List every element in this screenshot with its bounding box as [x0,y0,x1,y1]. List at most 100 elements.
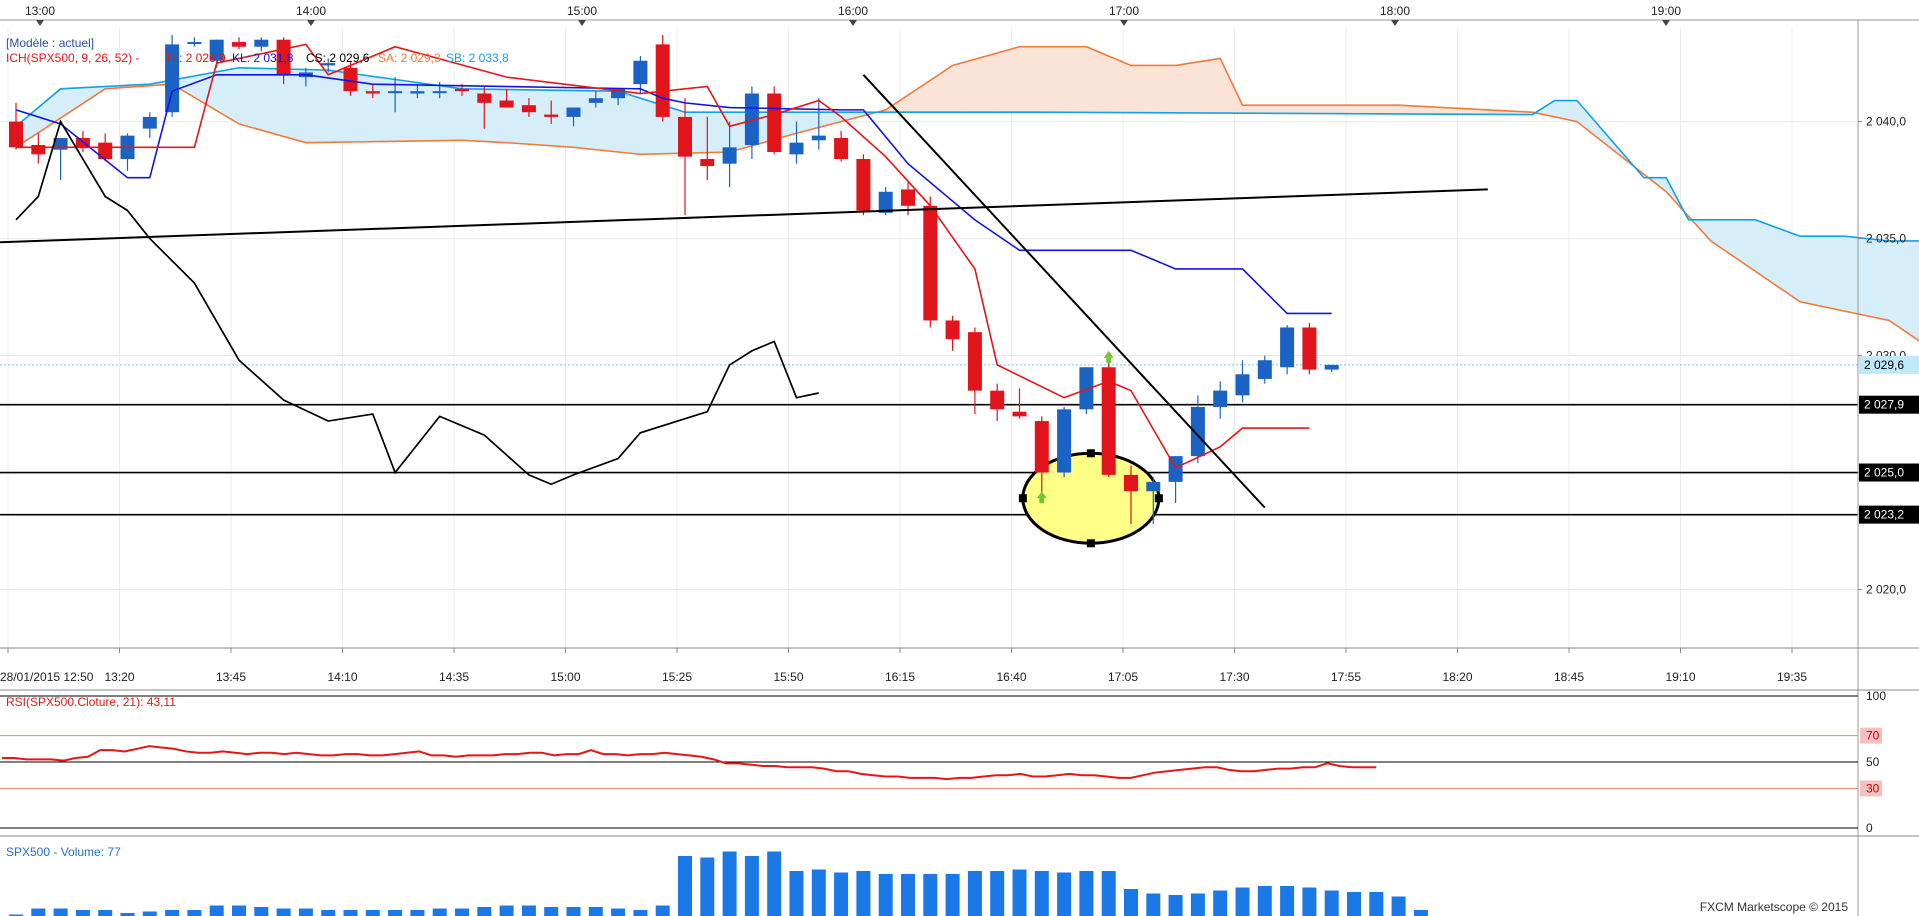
candle-bullish[interactable] [1146,481,1161,492]
volume-bar [967,871,982,916]
kumo-cloud-fill [1888,240,1901,329]
volume-bar [834,872,849,916]
bottom-time-label: 18:45 [1554,670,1584,684]
kumo-cloud-fill [405,80,418,142]
candle-bearish[interactable] [1124,474,1138,492]
senkou-span-a-line [15,66,1919,242]
candle-bullish[interactable] [53,137,68,150]
kumo-cloud-fill [952,61,965,113]
level-tag-label: 2 027,9 [1864,398,1904,412]
kumo-cloud-fill [1342,104,1355,115]
candle-bullish[interactable] [789,142,804,155]
candle-bearish[interactable] [31,144,46,155]
bottom-time-label: 19:35 [1777,670,1807,684]
rsi-tick-label: 100 [1866,689,1886,703]
candle-bullish[interactable] [1213,390,1228,408]
candle-bearish[interactable] [343,67,358,92]
candle-bullish[interactable] [588,98,603,103]
rsi-tick-label: 0 [1866,821,1873,835]
candle-bearish[interactable] [1012,411,1027,417]
candle-bearish[interactable] [945,320,960,340]
candle-bullish[interactable] [432,91,447,94]
volume-bar [700,857,715,916]
ellipse-handle[interactable] [1154,494,1163,503]
candle-bullish[interactable] [1057,409,1072,473]
bottom-time-label: 28/01/2015 12:50 [0,670,94,684]
candle-bullish[interactable] [811,135,826,141]
candle-bearish[interactable] [455,88,469,92]
kumo-cloud-fill [1799,235,1812,305]
kumo-cloud-fill [1855,237,1868,317]
candle-bullish[interactable] [209,39,224,61]
candle-bearish[interactable] [521,105,536,113]
kumo-cloud-fill [1008,46,1020,113]
candle-bullish[interactable] [633,60,648,85]
candle-bearish[interactable] [967,332,982,391]
candle-bearish[interactable] [655,44,670,117]
kumo-cloud-fill [227,67,240,125]
trend-line[interactable] [862,74,1266,509]
candle-bearish[interactable] [1034,421,1049,473]
candle-bearish[interactable] [499,100,514,108]
candle-bearish[interactable] [856,159,871,211]
kumo-cloud-fill [506,89,519,144]
kumo-cloud-fill [461,88,474,142]
candle-bullish[interactable] [321,63,336,66]
kumo-cloud-fill [272,68,284,137]
candle-bullish[interactable] [1257,360,1272,379]
candle-bullish[interactable] [566,107,581,117]
candle-bullish[interactable] [187,42,202,45]
candle-bullish[interactable] [611,88,626,99]
volume-bar [588,907,603,916]
bottom-time-label: 13:20 [104,670,134,684]
candle-bearish[interactable] [544,114,559,117]
ellipse-handle[interactable] [1018,494,1027,503]
candle-bullish[interactable] [1324,364,1339,370]
candle-bearish[interactable] [1101,367,1116,475]
candle-bullish[interactable] [1079,367,1094,410]
candle-bearish[interactable] [232,42,246,47]
candle-bearish[interactable] [923,205,938,321]
candle-bearish[interactable] [700,159,715,167]
time-marker-icon [578,20,586,26]
candle-bullish[interactable] [142,116,157,129]
ellipse-handle[interactable] [1086,539,1095,548]
candle-bearish[interactable] [990,390,1005,410]
candle-bearish[interactable] [901,189,915,206]
bottom-time-label: 17:05 [1108,670,1138,684]
kumo-cloud-fill [1877,239,1890,321]
candle-bearish[interactable] [365,91,380,94]
kumo-cloud-fill [528,89,541,146]
candle-bullish[interactable] [254,39,269,47]
top-axis-background [0,0,1919,20]
kumo-cloud-fill [550,89,563,147]
candle-bullish[interactable] [722,147,737,164]
candle-bullish[interactable] [1280,327,1295,368]
candle-bearish[interactable] [678,116,692,157]
candle-bullish[interactable] [165,44,180,113]
ichimoku-legend-text: CS: 2 029,6 [306,51,370,65]
ellipse-handle[interactable] [1086,449,1095,458]
kumo-cloud-fill [517,89,530,145]
candle-bullish[interactable] [878,191,893,213]
kumo-cloud-fill [1130,65,1143,114]
candle-bearish[interactable] [1302,327,1317,370]
candle-bearish[interactable] [834,137,849,160]
candle-bearish[interactable] [767,93,782,152]
volume-bar [811,869,826,916]
trend-line[interactable] [0,188,1488,244]
candle-bullish[interactable] [744,93,759,145]
candle-bullish[interactable] [388,91,403,94]
candle-bullish[interactable] [1190,407,1205,457]
volume-bar [365,910,380,916]
candle-bearish[interactable] [477,93,492,103]
kumo-cloud-fill [1309,104,1321,114]
volume-bar [142,911,157,916]
candle-bearish[interactable] [9,121,23,148]
candle-bullish[interactable] [410,91,425,94]
kumo-cloud-fill [974,55,987,113]
kumo-cloud-fill [1175,63,1188,114]
candle-bullish[interactable] [1235,374,1250,396]
ichimoku-legend-text: ICH(SPX500, 9, 26, 52) - [6,51,139,65]
